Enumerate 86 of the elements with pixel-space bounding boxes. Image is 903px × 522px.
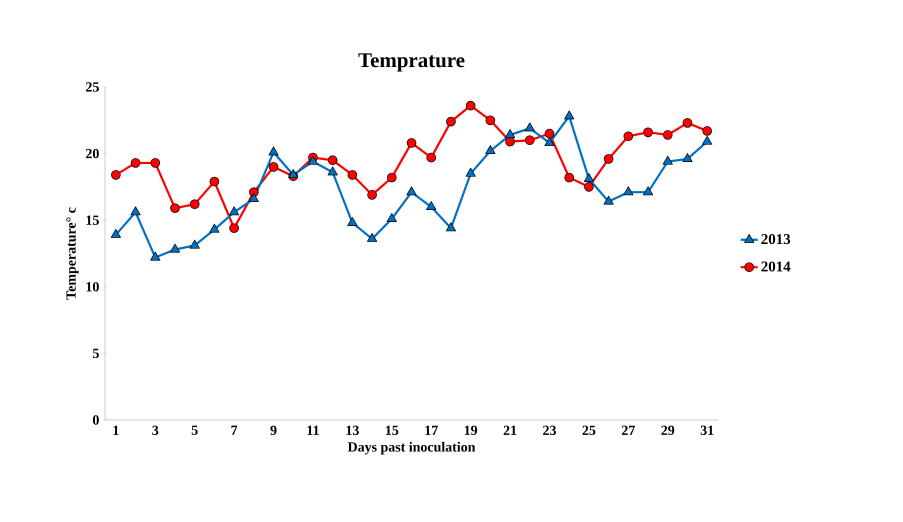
- point: [288, 169, 298, 178]
- x-tick-label: 9: [270, 426, 277, 436]
- point: [504, 129, 516, 138]
- point: [150, 252, 160, 261]
- point: [426, 152, 436, 162]
- point: [584, 182, 594, 192]
- point: [111, 170, 121, 180]
- x-tick-label: 31: [700, 426, 714, 436]
- x-axis-title: Days past inoculation: [348, 442, 476, 455]
- point: [682, 118, 692, 128]
- point: [505, 136, 515, 146]
- point: [328, 166, 338, 176]
- point: [229, 223, 239, 234]
- point: [347, 217, 358, 226]
- point: [150, 158, 160, 168]
- point: [268, 162, 278, 172]
- point: [130, 206, 141, 216]
- x-tick-label: 3: [152, 426, 158, 436]
- x-tick-label: 15: [386, 426, 398, 435]
- x-tick-label: 23: [543, 426, 556, 436]
- point: [328, 155, 338, 166]
- point: [564, 172, 574, 182]
- point: [406, 186, 417, 196]
- legend-label: 2013: [761, 234, 790, 244]
- point: [170, 203, 180, 214]
- x-tick-label: 27: [622, 426, 635, 435]
- chart-title: Temprature: [358, 53, 464, 72]
- x-tick-label: 19: [464, 426, 478, 436]
- point: [524, 122, 535, 132]
- point: [268, 146, 279, 156]
- point: [643, 127, 653, 138]
- point: [702, 126, 712, 136]
- point: [366, 233, 378, 242]
- point: [446, 222, 456, 232]
- point: [544, 137, 555, 146]
- point: [604, 196, 614, 205]
- x-tick-label: 7: [231, 426, 238, 435]
- point: [662, 156, 673, 165]
- point: [386, 213, 397, 222]
- point: [466, 168, 476, 177]
- point: [466, 100, 476, 110]
- point: [367, 190, 377, 200]
- x-tick-label: 17: [425, 426, 438, 435]
- x-tick-label: 21: [504, 426, 516, 435]
- legend-label: 2014: [761, 261, 790, 272]
- point: [229, 206, 240, 216]
- point: [642, 186, 654, 196]
- point: [623, 131, 634, 142]
- point: [682, 153, 693, 162]
- point: [406, 138, 416, 148]
- point: [584, 173, 594, 182]
- point: [485, 145, 496, 154]
- point: [190, 199, 200, 210]
- x-tick-label: 1: [113, 426, 119, 435]
- point: [110, 229, 121, 238]
- x-tick-label: 25: [582, 426, 596, 436]
- y-tick-label: 15: [86, 216, 99, 225]
- y-tick-label: 0: [92, 415, 99, 425]
- point: [210, 176, 220, 186]
- point: [348, 170, 358, 180]
- point: [486, 115, 496, 126]
- point: [662, 130, 673, 140]
- point: [623, 186, 634, 196]
- point: [386, 172, 397, 182]
- point: [170, 244, 180, 253]
- y-tick-label: 25: [86, 82, 99, 92]
- y-tick-label: 20: [86, 148, 99, 158]
- x-tick-label: 5: [192, 426, 198, 435]
- point: [248, 193, 259, 202]
- point: [209, 224, 220, 233]
- x-tick-label: 11: [307, 426, 319, 435]
- point: [564, 110, 574, 120]
- y-axis-title: Temperature° c: [66, 207, 79, 300]
- x-tick-label: 13: [346, 426, 359, 436]
- y-tick-label: 10: [86, 282, 99, 292]
- point: [446, 116, 456, 126]
- point: [190, 240, 200, 249]
- point: [604, 154, 614, 164]
- point: [130, 158, 140, 168]
- point: [426, 201, 436, 210]
- point: [308, 156, 318, 165]
- point: [524, 135, 535, 146]
- x-tick-label: 29: [661, 426, 674, 436]
- y-tick-label: 5: [92, 348, 99, 358]
- point: [702, 136, 712, 145]
- point: [544, 128, 554, 138]
